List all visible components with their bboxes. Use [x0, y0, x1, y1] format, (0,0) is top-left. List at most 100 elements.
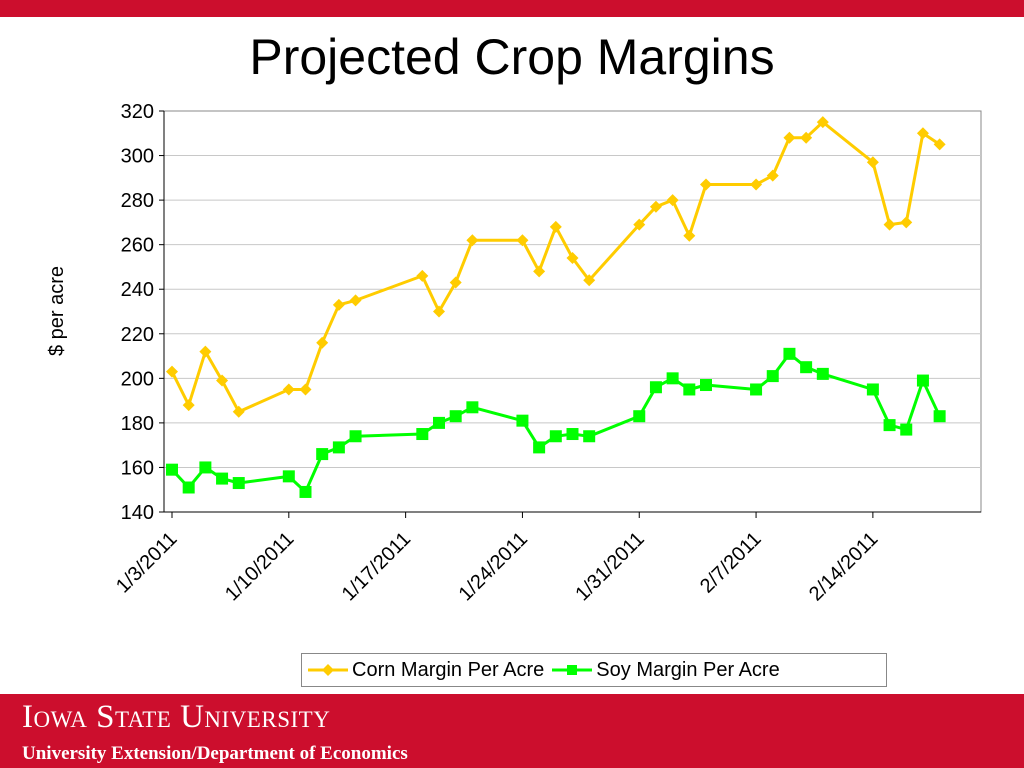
data-point-soy [916, 374, 929, 387]
data-point-corn [232, 405, 245, 418]
data-point-soy [549, 430, 562, 443]
data-point-soy [533, 441, 546, 454]
data-point-corn [449, 276, 462, 289]
footer-bar: Iowa State University University Extensi… [0, 694, 1024, 768]
x-tick-label: 1/17/2011 [338, 528, 415, 605]
data-point-corn [316, 336, 329, 349]
data-point-soy [900, 423, 913, 436]
y-tick-label: 180 [121, 413, 154, 435]
legend-label-soy: Soy Margin Per Acre [596, 658, 780, 681]
data-point-corn [466, 234, 479, 247]
slide-title: Projected Crop Margins [249, 29, 775, 85]
data-point-soy [816, 367, 829, 380]
y-tick-label: 160 [121, 457, 154, 479]
data-point-corn [332, 298, 345, 311]
data-point-corn [299, 383, 312, 396]
y-tick-label: 140 [121, 502, 154, 524]
data-point-soy [416, 428, 429, 441]
y-tick-label: 260 [121, 235, 154, 257]
data-point-soy [299, 485, 312, 498]
data-point-corn [433, 305, 445, 318]
data-point-soy [516, 414, 529, 427]
series-line-soy [170, 352, 941, 494]
data-point-corn [700, 178, 712, 191]
data-point-corn [633, 218, 646, 231]
data-point-corn [750, 178, 763, 191]
data-point-soy [783, 347, 796, 360]
x-tick-label: 2/7/2011 [696, 528, 766, 598]
y-tick-label: 220 [121, 324, 154, 346]
data-point-soy [449, 410, 462, 423]
legend-swatch-soy [552, 665, 593, 675]
data-point-corn [182, 399, 195, 412]
data-point-soy [633, 410, 646, 423]
data-point-soy [649, 381, 662, 394]
data-point-soy [583, 430, 596, 443]
footer-department: University Extension/Department of Econo… [22, 743, 408, 764]
data-point-soy [866, 383, 879, 396]
data-point-soy [750, 383, 763, 396]
data-point-soy [232, 477, 245, 490]
data-point-soy [182, 481, 195, 494]
data-point-corn [649, 200, 662, 213]
data-point-corn [883, 218, 896, 231]
legend-item-soy: Soy Margin Per Acre [552, 658, 780, 682]
data-point-soy [349, 430, 362, 443]
data-point-soy [566, 428, 579, 441]
grid-lines [164, 155, 981, 468]
data-point-corn [516, 234, 529, 247]
data-point-soy [883, 419, 896, 432]
y-tick-label: 320 [121, 101, 154, 123]
x-tick-label: 1/31/2011 [571, 528, 648, 605]
data-point-soy [933, 410, 946, 423]
data-point-soy [683, 383, 696, 396]
data-point-corn [666, 194, 679, 207]
data-point-corn [866, 156, 879, 169]
data-point-soy [700, 379, 712, 392]
y-axis-label: $ per acre [46, 266, 68, 356]
data-point-corn [800, 131, 813, 144]
y-tick-label: 240 [121, 279, 154, 301]
legend-item-corn: Corn Margin Per Acre [308, 659, 544, 682]
data-point-soy [466, 401, 479, 414]
y-tick-label: 300 [121, 146, 154, 168]
x-tick-label: 2/14/2011 [805, 528, 882, 605]
data-point-corn [349, 294, 362, 307]
plot-area [163, 110, 982, 513]
data-point-corn [566, 252, 579, 265]
data-point-soy [282, 470, 295, 483]
y-axis: 140 160 180 200 220 240 260 280 300 320 [121, 101, 165, 524]
x-axis: 1/3/2011 1/10/2011 1/17/2011 1/24/2011 1/31/… [112, 511, 981, 605]
data-point-soy [800, 361, 813, 374]
data-point-corn [199, 345, 212, 358]
data-point-corn [416, 269, 429, 282]
data-point-soy [433, 416, 445, 429]
x-tick-label: 1/3/2011 [112, 528, 182, 598]
series-line-corn [170, 120, 941, 414]
data-point-corn [766, 169, 779, 182]
data-point-corn [916, 127, 929, 140]
data-point-corn [549, 220, 562, 233]
legend-label-corn: Corn Margin Per Acre [352, 658, 545, 681]
y-tick-label: 200 [121, 368, 154, 390]
data-point-corn [583, 274, 596, 287]
data-point-soy [216, 472, 229, 485]
data-point-soy [199, 461, 212, 474]
data-point-soy [166, 463, 178, 476]
top-accent-bar [0, 0, 1024, 17]
x-tick-label: 1/24/2011 [455, 528, 532, 605]
data-point-soy [316, 448, 329, 461]
data-point-corn [166, 365, 178, 378]
data-point-soy [766, 370, 779, 383]
x-tick-label: 1/10/2011 [221, 528, 298, 605]
data-point-soy [332, 441, 345, 454]
chart-legend: Corn Margin Per Acre Soy Margin Per Acre [301, 653, 887, 687]
footer-university-name: Iowa State University [22, 699, 331, 735]
data-point-corn [816, 116, 829, 129]
data-point-soy [666, 372, 679, 385]
data-point-corn [900, 216, 913, 229]
y-tick-label: 280 [121, 190, 154, 212]
data-point-corn [282, 383, 295, 396]
data-point-corn [533, 265, 546, 278]
